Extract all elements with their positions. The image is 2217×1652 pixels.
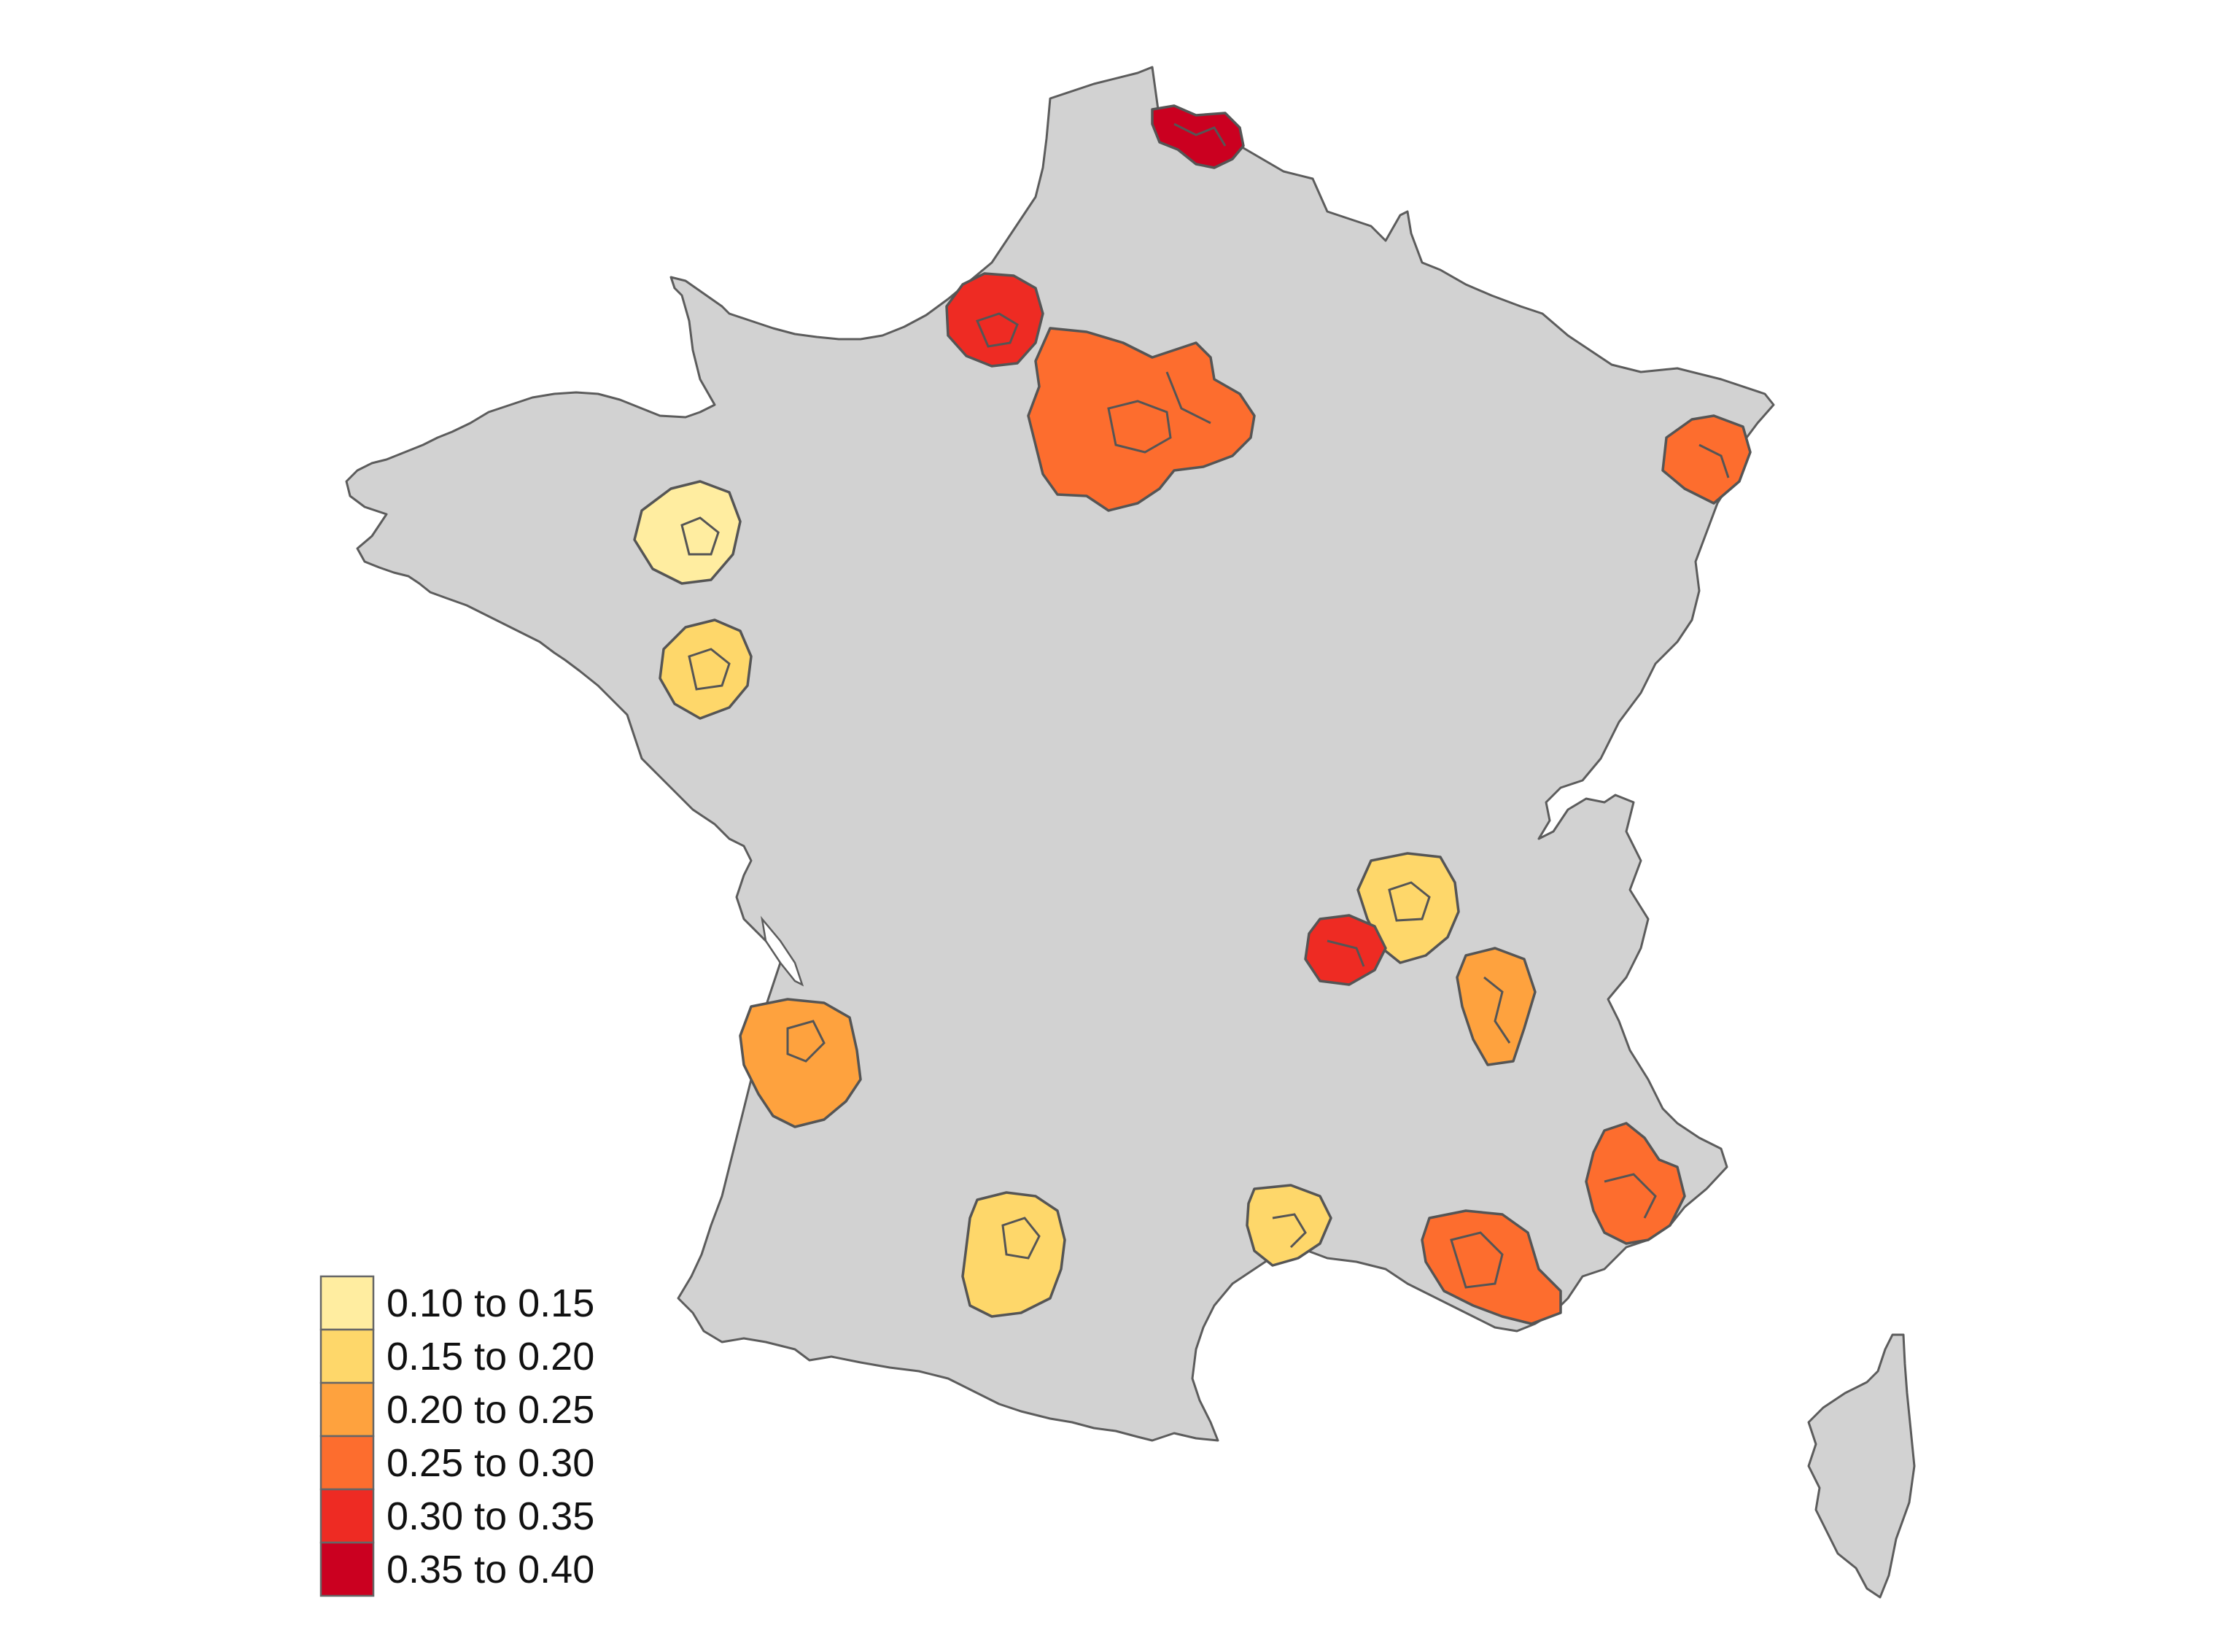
urban-areas — [633, 104, 1752, 1325]
legend: 0.10 to 0.15 0.15 to 0.20 0.20 to 0.25 0… — [319, 1275, 594, 1597]
legend-label-3: 0.25 to 0.30 — [387, 1441, 594, 1485]
mainland-france — [345, 66, 1775, 1442]
region-bordeaux — [739, 998, 862, 1128]
gironde-estuary — [761, 915, 804, 987]
legend-swatch-3 — [319, 1435, 375, 1491]
region-toulouse — [961, 1191, 1066, 1318]
region-strasbourg — [1661, 414, 1752, 505]
legend-swatch-4 — [319, 1488, 375, 1544]
corsica — [1807, 1333, 1916, 1599]
region-lyon — [1356, 852, 1460, 964]
region-grenoble — [1456, 947, 1537, 1066]
legend-label-2: 0.20 to 0.25 — [387, 1388, 594, 1432]
region-nantes — [659, 618, 753, 720]
region-paris — [1027, 327, 1256, 512]
legend-label-4: 0.30 to 0.35 — [387, 1494, 594, 1538]
legend-label-0: 0.10 to 0.15 — [387, 1281, 594, 1325]
legend-swatch-2 — [319, 1381, 375, 1438]
legend-swatch-5 — [319, 1541, 375, 1597]
legend-swatch-1 — [319, 1328, 375, 1384]
region-lille — [1151, 104, 1245, 169]
legend-swatch-0 — [319, 1275, 375, 1331]
region-saint-etienne — [1304, 914, 1387, 986]
region-rouen — [945, 272, 1044, 368]
region-nice — [1585, 1122, 1686, 1245]
legend-label-5: 0.35 to 0.40 — [387, 1548, 594, 1591]
region-rennes — [633, 480, 742, 585]
inner-boundaries — [680, 123, 1730, 1289]
region-montpellier — [1246, 1184, 1332, 1267]
legend-label-1: 0.15 to 0.20 — [387, 1335, 594, 1378]
